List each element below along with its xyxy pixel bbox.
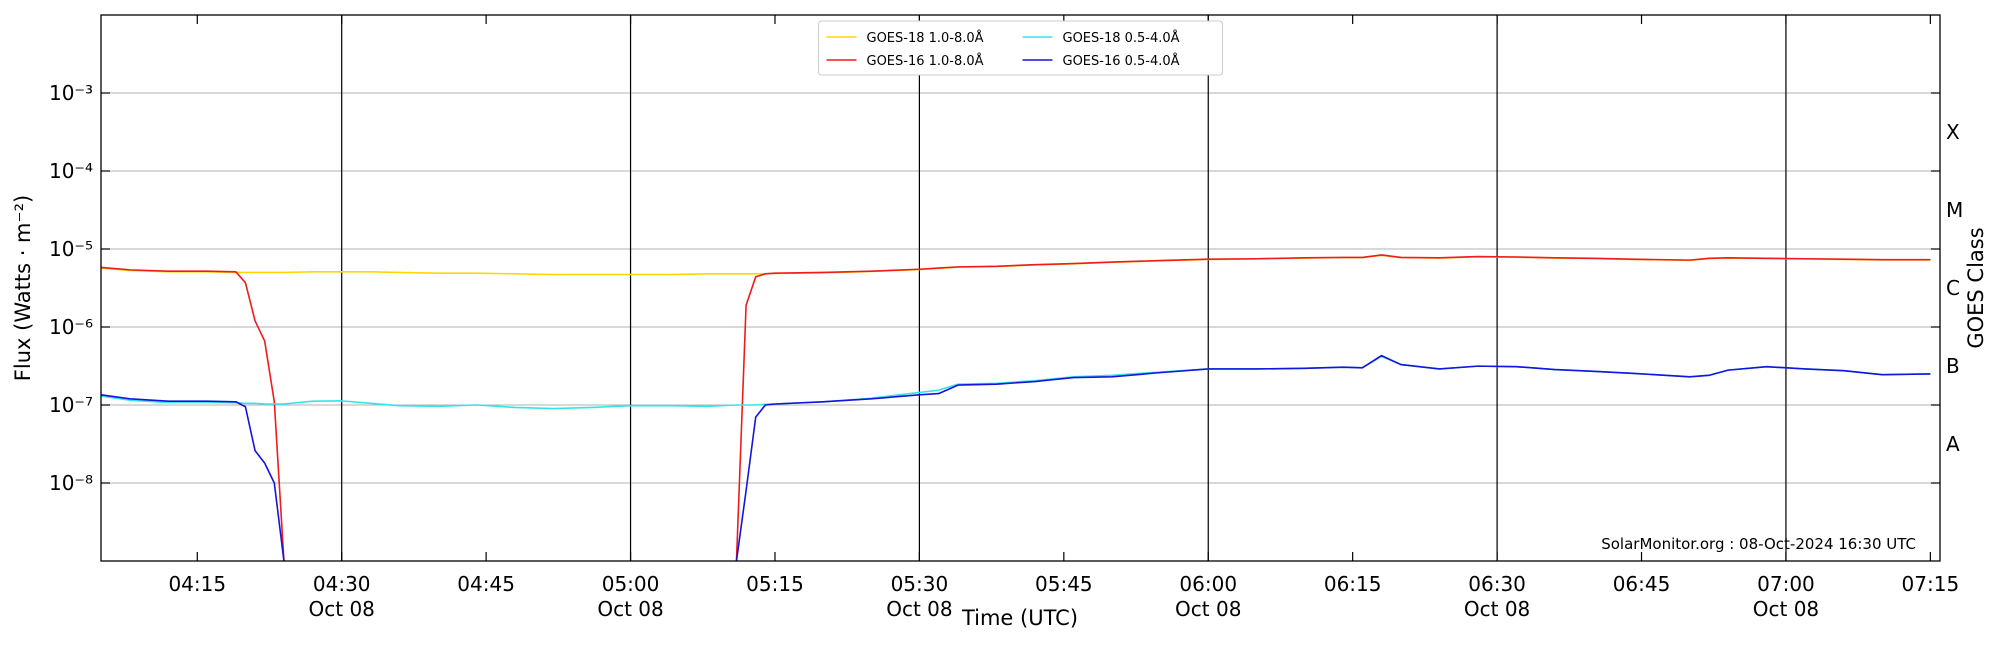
- annotation: SolarMonitor.org : 08-Oct-2024 16:30 UTC: [1601, 535, 1916, 553]
- y-tick-label: 10⁻³: [49, 81, 93, 105]
- y2-tick-label: C: [1946, 276, 1960, 300]
- plot-lines: [101, 254, 1931, 561]
- legend: GOES-18 1.0-8.0Å GOES-16 1.0-8.0Å GOES-18 …: [818, 20, 1223, 76]
- x-tick-date: Oct 08: [1464, 597, 1530, 621]
- x-tick-label: 04:15: [168, 572, 226, 596]
- y2-tick-label: A: [1946, 432, 1960, 456]
- y-axis-label: Flux (Watts · m⁻²): [11, 195, 35, 381]
- y2-tick-label: M: [1946, 198, 1963, 222]
- y2-tick-label: X: [1946, 120, 1960, 144]
- x-axis-label: Time (UTC): [961, 606, 1078, 630]
- x-tick-date: Oct 08: [886, 597, 952, 621]
- x-tick-label: 07:00: [1757, 572, 1815, 596]
- x-tick-label: 05:15: [746, 572, 804, 596]
- x-tick-label: 05:00: [602, 572, 660, 596]
- x-tick-label: 06:15: [1324, 572, 1382, 596]
- legend-label: GOES-18 0.5-4.0Å: [1063, 30, 1180, 46]
- x-tick-date: Oct 08: [1175, 597, 1241, 621]
- legend-label: GOES-16 1.0-8.0Å: [867, 53, 984, 69]
- x-tick-date: Oct 08: [597, 597, 663, 621]
- x-tick-label: 04:30: [313, 572, 371, 596]
- plot-frame: [100, 14, 1941, 562]
- x-tick-date: Oct 08: [1753, 597, 1819, 621]
- x-tick-label: 06:00: [1179, 572, 1237, 596]
- x-tick-label: 05:30: [891, 572, 949, 596]
- y-tick-label: 10⁻⁵: [49, 237, 93, 261]
- x-tick-label: 06:30: [1468, 572, 1526, 596]
- x-tick-date: Oct 08: [309, 597, 375, 621]
- x-tick-label: 04:45: [457, 572, 515, 596]
- legend-label: GOES-16 0.5-4.0Å: [1063, 53, 1180, 69]
- y-tick-label: 10⁻⁷: [49, 393, 93, 417]
- series-line: [101, 354, 1931, 561]
- grid: [101, 15, 1940, 561]
- y-tick-label: 10⁻⁸: [49, 471, 93, 495]
- series-line: [101, 254, 1931, 561]
- x-tick-label: 06:45: [1613, 572, 1671, 596]
- y-tick-label: 10⁻⁶: [49, 315, 93, 339]
- y-tick-label: 10⁻⁴: [49, 159, 93, 183]
- x-tick-label: 07:15: [1902, 572, 1960, 596]
- y2-tick-label: B: [1946, 354, 1960, 378]
- legend-box: [818, 20, 1223, 76]
- legend-label: GOES-18 1.0-8.0Å: [867, 30, 984, 46]
- x-tick-label: 05:45: [1035, 572, 1093, 596]
- y2-axis-label: GOES Class: [1964, 227, 1988, 348]
